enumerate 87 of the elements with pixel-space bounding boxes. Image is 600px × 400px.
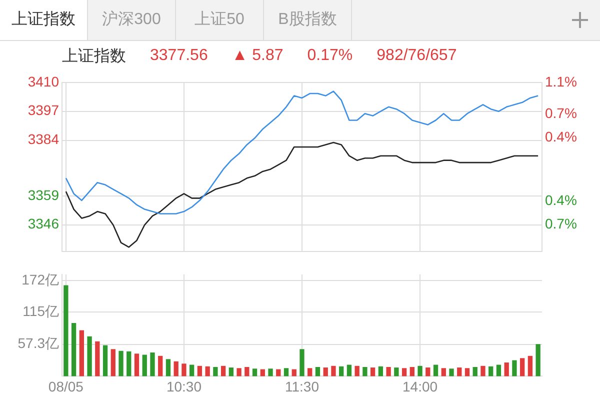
bar: [150, 352, 155, 376]
bar: [394, 368, 399, 376]
text: 上证50: [176, 0, 264, 40]
y2-tick-label: 0.7%: [545, 104, 577, 121]
bar: [410, 366, 414, 376]
bar: [480, 366, 486, 376]
text: ▲ 5.87: [232, 47, 284, 65]
text: 沪深300: [88, 0, 176, 40]
bar: [64, 285, 68, 376]
bar: [292, 369, 296, 376]
text: 982/76/657: [376, 47, 457, 65]
bar: [464, 368, 470, 376]
y-tick-label: 3346: [28, 216, 60, 232]
bar: [126, 351, 132, 376]
bar: [87, 336, 92, 376]
bar: [536, 344, 540, 376]
text: 上证指数: [0, 0, 88, 40]
bar: [102, 345, 108, 376]
y2-tick-label: 0.4%: [545, 128, 577, 145]
bar: [284, 368, 289, 376]
bar: [220, 366, 226, 376]
x-tick-label: 10:30: [166, 378, 202, 394]
bar: [323, 368, 328, 376]
bar: [228, 368, 234, 376]
bar: [402, 368, 407, 376]
bar: [79, 330, 84, 376]
bar: [441, 368, 446, 376]
bar: [449, 368, 454, 376]
y2-tick-label: 1.1%: [545, 73, 577, 90]
bar: [95, 341, 100, 376]
bar: [252, 368, 258, 376]
y-tick-label: 57.3亿: [18, 335, 59, 352]
bar: [528, 356, 533, 376]
x-tick-label: 11:30: [285, 378, 320, 394]
bar: [472, 366, 478, 376]
bar: [158, 356, 163, 376]
bar: [512, 360, 517, 376]
bar: [386, 366, 391, 376]
bar: [300, 349, 304, 376]
x-tick-label: 14:00: [402, 378, 438, 394]
bar: [520, 358, 525, 376]
bar: [268, 368, 273, 376]
bar: [260, 369, 265, 376]
bar: [346, 364, 352, 376]
bar: [182, 364, 186, 376]
bar: [331, 366, 336, 376]
bar: [174, 361, 178, 376]
bar: [308, 368, 312, 376]
chart-title: 上证指数: [62, 46, 126, 66]
bar: [190, 364, 194, 376]
bar: [142, 354, 147, 376]
bar: [504, 362, 509, 376]
bar: [213, 366, 218, 376]
y2-tick-label: 0.7%: [545, 216, 577, 232]
bar: [315, 366, 320, 376]
bar: [418, 366, 422, 376]
y-tick-label: 172亿: [22, 271, 59, 288]
text: 0.17%: [307, 47, 353, 65]
y-tick-label: 3397: [28, 102, 60, 118]
y-tick-label: 3384: [28, 131, 60, 148]
bar: [118, 350, 124, 376]
bar: [236, 368, 242, 376]
bar: [378, 366, 384, 376]
bar: [276, 369, 281, 376]
x-tick-label: 08/05: [48, 378, 84, 394]
bar: [134, 354, 140, 376]
bar: [362, 366, 368, 376]
bar: [457, 368, 462, 376]
bar: [71, 323, 76, 376]
bar: [244, 366, 250, 376]
bar: [354, 366, 360, 376]
bar: [339, 366, 344, 376]
text: 3377.56: [150, 47, 208, 65]
text: B股指数: [264, 0, 352, 40]
bar: [370, 368, 376, 376]
y-tick-label: 3359: [28, 186, 60, 203]
y-tick-label: 3410: [28, 73, 60, 90]
bar: [433, 364, 438, 376]
bar: [166, 359, 171, 376]
bar: [197, 366, 202, 376]
bar: [488, 366, 494, 376]
bar: [426, 368, 430, 376]
bar: [496, 364, 502, 376]
y-tick-label: 115亿: [22, 303, 59, 320]
bar: [110, 349, 116, 376]
bar: [205, 366, 210, 376]
y2-tick-label: 0.4%: [545, 192, 577, 208]
